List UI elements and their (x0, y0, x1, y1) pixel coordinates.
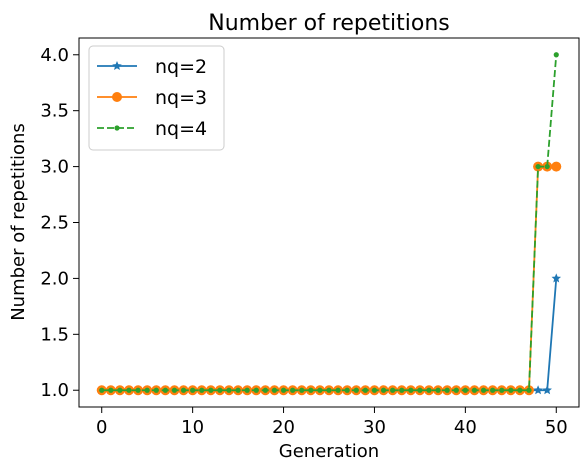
data-point (180, 387, 187, 393)
y-tick-label: 1.0 (40, 380, 69, 401)
data-point (544, 163, 550, 170)
data-point (471, 387, 478, 393)
x-tick-label: 20 (272, 417, 295, 438)
data-point (535, 163, 541, 170)
data-point (235, 387, 241, 393)
data-point (380, 387, 387, 393)
data-point (551, 161, 562, 172)
series-nq-3 (96, 161, 562, 396)
data-point (317, 387, 323, 393)
y-tick-label: 2.0 (40, 268, 69, 289)
data-point (344, 387, 350, 393)
data-point (126, 387, 132, 393)
series-line (101, 165, 557, 392)
data-point (226, 387, 232, 393)
legend-marker (112, 61, 122, 71)
data-point (462, 387, 468, 393)
data-point (208, 387, 214, 393)
data-point (453, 387, 459, 393)
data-point (526, 387, 532, 393)
data-point (135, 387, 141, 393)
data-point (217, 387, 223, 393)
x-tick-label: 0 (96, 417, 107, 438)
data-point (326, 387, 332, 393)
data-point (490, 387, 496, 393)
data-point (335, 387, 341, 393)
data-point (190, 387, 196, 393)
data-point (362, 387, 368, 393)
legend-label: nq=4 (155, 118, 207, 140)
x-tick-label: 40 (454, 417, 477, 438)
x-tick-label: 50 (545, 417, 568, 438)
data-point (542, 385, 552, 395)
data-point (199, 387, 205, 393)
legend-item: nq=2 (97, 56, 207, 78)
y-axis: 1.0 1.5 2.0 2.5 3.0 3.5 4.0 (40, 45, 79, 401)
legend-marker (114, 125, 120, 131)
plot-area (96, 52, 562, 396)
data-point (244, 387, 250, 393)
data-point (171, 387, 178, 393)
y-tick-label: 1.5 (40, 324, 69, 345)
series-line (101, 54, 558, 392)
data-point (108, 387, 114, 393)
data-point (408, 387, 414, 393)
data-point (271, 387, 278, 393)
data-point (262, 387, 268, 393)
legend: nq=2 nq=3 nq=4 (88, 45, 225, 151)
chart-title: Number of repetitions (208, 11, 450, 36)
x-tick-label: 30 (363, 417, 386, 438)
legend-box (88, 45, 225, 151)
data-point (390, 387, 396, 393)
series-nq-4 (99, 52, 559, 393)
data-point (162, 387, 168, 393)
data-point (308, 387, 314, 393)
data-point (508, 387, 514, 393)
data-point (435, 387, 441, 393)
x-tick-label: 10 (181, 417, 204, 438)
data-point (117, 387, 123, 393)
data-point (480, 387, 487, 393)
y-tick-label: 3.5 (40, 101, 69, 122)
legend-marker (112, 92, 122, 102)
data-point (253, 387, 259, 393)
x-axis-label: Generation (279, 441, 379, 462)
data-point (399, 387, 405, 393)
legend-item: nq=3 (97, 87, 207, 109)
data-point (99, 387, 105, 393)
data-point (417, 387, 423, 393)
data-point (553, 52, 559, 58)
legend-label: nq=2 (155, 56, 207, 78)
series-nq-2 (96, 273, 562, 395)
data-point (371, 387, 378, 393)
data-point (153, 387, 159, 393)
data-point (517, 387, 523, 393)
data-point (299, 387, 305, 393)
data-point (144, 387, 150, 393)
data-point (426, 387, 432, 393)
data-point (499, 387, 505, 393)
data-point (290, 387, 296, 393)
legend-label: nq=3 (155, 87, 207, 109)
data-point (551, 273, 562, 283)
data-point (444, 387, 450, 393)
data-point (353, 387, 359, 393)
series-line (101, 278, 558, 392)
data-point (280, 387, 287, 393)
x-axis: 0 10 20 30 40 50 (96, 407, 568, 438)
y-tick-label: 4.0 (40, 45, 69, 66)
y-axis-label: Number of repetitions (8, 123, 29, 321)
data-point (533, 385, 543, 395)
legend-item: nq=4 (97, 118, 207, 140)
y-tick-label: 3.0 (40, 157, 69, 178)
y-tick-label: 2.5 (40, 213, 69, 234)
